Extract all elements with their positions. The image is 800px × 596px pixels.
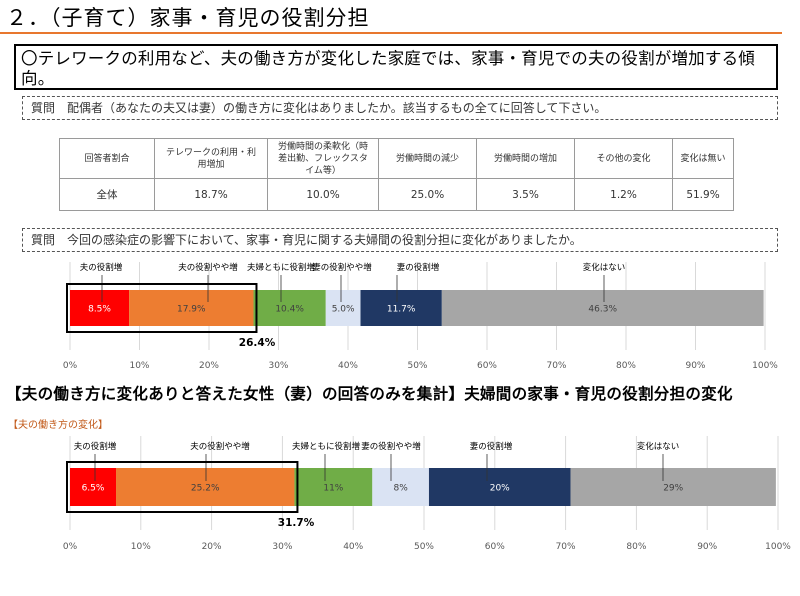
data-label: 8.5% (88, 305, 111, 315)
table-header-cell: 労働時間の増加 (476, 138, 575, 179)
x-tick-label: 90% (697, 542, 717, 552)
category-label: 夫婦ともに役割増 (247, 262, 315, 273)
bar-segment (570, 468, 776, 506)
highlight-total-label: 26.4% (239, 337, 276, 349)
title-underline (0, 32, 782, 34)
x-tick-label: 10% (129, 361, 149, 371)
table-cell: 3.5% (476, 178, 575, 211)
bar-segment (116, 468, 295, 506)
category-label: 夫の役割やや増 (178, 262, 238, 273)
data-label: 46.3% (588, 305, 617, 315)
lead-text: 〇テレワークの利用など、夫の働き方が変化した家庭では、家事・育児での夫の役割が増… (21, 49, 755, 88)
question-2-box: 質問 今回の感染症の影響下において、家事・育児に関する夫婦間の役割分担に変化があ… (22, 228, 778, 252)
category-label: 変化はない (637, 441, 680, 452)
x-tick-label: 100% (752, 361, 778, 371)
category-label: 妻の役割増 (397, 262, 440, 273)
data-label: 17.9% (177, 305, 206, 315)
subnote: 【夫の働き方の変化】 (8, 420, 108, 431)
page-title: ２．（子育て）家事・育児の役割分担 (6, 6, 370, 30)
x-tick-label: 20% (202, 542, 222, 552)
x-tick-label: 40% (343, 542, 363, 552)
x-tick-label: 100% (765, 542, 791, 552)
table-header-cell: 回答者割合 (59, 138, 155, 179)
highlight-box (66, 283, 258, 333)
highlight-box (66, 461, 299, 513)
category-label: 妻の役割増 (470, 441, 513, 452)
table-header-cell: 労働時間の柔軟化（時差出勤、フレックスタイム等） (267, 138, 379, 179)
x-tick-label: 70% (556, 542, 576, 552)
data-label: 5.0% (332, 305, 355, 315)
x-tick-label: 70% (546, 361, 566, 371)
question-1-box: 質問 配偶者（あなたの夫又は妻）の働き方に変化はありましたか。該当するもの全てに… (22, 96, 778, 120)
table-cell: 25.0% (378, 178, 477, 211)
table-cell: 全体 (59, 178, 155, 211)
bar-segment (372, 468, 429, 506)
table-cell: 1.2% (574, 178, 673, 211)
table-cell: 10.0% (267, 178, 379, 211)
highlight-total-label: 31.7% (278, 517, 315, 529)
bar-segment (294, 468, 373, 506)
x-tick-label: 60% (477, 361, 497, 371)
bar-segment (428, 468, 571, 506)
x-tick-label: 60% (485, 542, 505, 552)
category-label: 夫婦ともに役割増 (292, 441, 360, 452)
question-1-text: 質問 配偶者（あなたの夫又は妻）の働き方に変化はありましたか。該当するもの全てに… (31, 101, 607, 115)
data-label: 20% (490, 484, 510, 494)
bar-segment (441, 290, 764, 326)
chart-changed-husband: 0% 10% 20% 30% 40% 50% 60% 70% 80% 90% 100% 6.5% 夫の役… (63, 436, 791, 552)
category-label: 夫の役割増 (74, 441, 117, 452)
x-tick-label: 0% (63, 542, 78, 552)
bar-segment (360, 290, 442, 326)
table-header-cell: その他の変化 (574, 138, 673, 179)
x-tick-label: 20% (199, 361, 219, 371)
bar-segment (129, 290, 254, 326)
bar-segment (70, 290, 130, 326)
data-label: 11.7% (387, 305, 416, 315)
category-label: 夫の役割増 (80, 262, 123, 273)
x-tick-label: 50% (414, 542, 434, 552)
table-cell: 18.7% (154, 178, 268, 211)
category-label: 変化はない (583, 262, 626, 273)
table-row: 全体 18.7% 10.0% 25.0% 3.5% 1.2% 51.9% (59, 178, 734, 211)
bar-segment (253, 290, 326, 326)
x-tick-label: 90% (685, 361, 705, 371)
data-label: 6.5% (82, 484, 105, 494)
x-tick-label: 30% (268, 361, 288, 371)
x-tick-label: 50% (407, 361, 427, 371)
bar-segment (70, 468, 117, 506)
x-tick-label: 40% (338, 361, 358, 371)
x-tick-label: 80% (626, 542, 646, 552)
x-tick-label: 30% (272, 542, 292, 552)
table-header-cell: 変化は無い (672, 138, 734, 179)
summary-table: 回答者割合 テレワークの利用・利用増加 労働時間の柔軟化（時差出勤、フレックスタ… (59, 138, 734, 211)
table-header-row: 回答者割合 テレワークの利用・利用増加 労働時間の柔軟化（時差出勤、フレックスタ… (59, 138, 734, 179)
x-tick-label: 80% (616, 361, 636, 371)
category-label: 妻の役割やや増 (361, 441, 421, 452)
category-label: 夫の役割やや増 (190, 441, 250, 452)
category-label: 妻の役割やや増 (312, 262, 372, 273)
x-tick-label: 0% (63, 361, 78, 371)
x-tick-label: 10% (131, 542, 151, 552)
bar-segment (325, 290, 361, 326)
question-2-text: 質問 今回の感染症の影響下において、家事・育児に関する夫婦間の役割分担に変化があ… (31, 233, 582, 247)
data-label: 25.2% (191, 484, 220, 494)
table-cell: 51.9% (672, 178, 734, 211)
table-header-cell: テレワークの利用・利用増加 (154, 138, 268, 179)
table-header-cell: 労働時間の減少 (378, 138, 477, 179)
section-title: 【夫の働き方に変化ありと答えた女性（妻）の回答のみを集計】夫婦間の家事・育児の役… (6, 385, 733, 403)
data-label: 8% (393, 484, 408, 494)
data-label: 11% (323, 484, 343, 494)
lead-box: 〇テレワークの利用など、夫の働き方が変化した家庭では、家事・育児での夫の役割が増… (14, 44, 778, 90)
data-label: 10.4% (275, 305, 304, 315)
chart-overall: 0% 10% 20% 30% 40% 50% 60% 70% 80% 90% 100% 8.5% 夫の役… (63, 262, 778, 371)
data-label: 29% (663, 484, 683, 494)
